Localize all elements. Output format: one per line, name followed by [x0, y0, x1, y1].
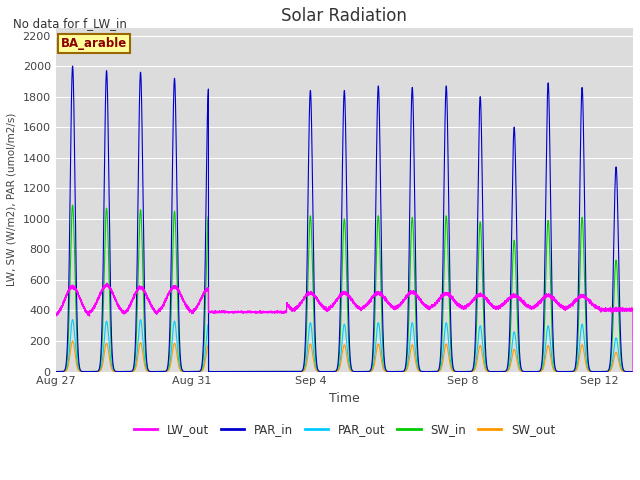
Text: No data for f_LW_in: No data for f_LW_in [13, 17, 127, 30]
Legend: LW_out, PAR_in, PAR_out, SW_in, SW_out: LW_out, PAR_in, PAR_out, SW_in, SW_out [129, 419, 560, 441]
Y-axis label: LW, SW (W/m2), PAR (umol/m2/s): LW, SW (W/m2), PAR (umol/m2/s) [7, 113, 17, 287]
X-axis label: Time: Time [329, 392, 360, 405]
Title: Solar Radiation: Solar Radiation [282, 7, 407, 25]
Text: BA_arable: BA_arable [61, 37, 127, 50]
